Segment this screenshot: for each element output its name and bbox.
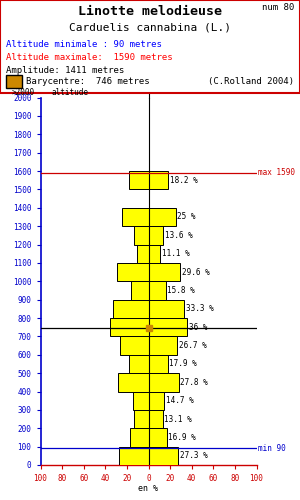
Bar <box>112 300 184 318</box>
Text: 26.7 %: 26.7 % <box>179 341 207 350</box>
Bar <box>119 446 178 465</box>
Text: 36 %: 36 % <box>189 322 208 332</box>
Text: num 80: num 80 <box>262 3 294 12</box>
Bar <box>134 410 163 428</box>
Bar <box>120 336 177 355</box>
Bar <box>116 263 181 281</box>
Text: 11.1 %: 11.1 % <box>162 249 190 258</box>
Text: >2000: >2000 <box>11 88 35 97</box>
Bar <box>129 355 168 373</box>
Text: 17.9 %: 17.9 % <box>169 360 197 368</box>
Bar <box>122 208 176 226</box>
Bar <box>136 244 160 263</box>
Bar <box>118 373 178 392</box>
Bar <box>130 428 167 446</box>
Text: 13.6 %: 13.6 % <box>165 231 193 240</box>
Text: Amplitude: 1411 metres: Amplitude: 1411 metres <box>6 66 124 74</box>
Text: Linotte melodieuse: Linotte melodieuse <box>78 4 222 18</box>
Bar <box>129 171 168 190</box>
Text: 25 %: 25 % <box>177 212 196 222</box>
Text: Barycentre:  746 metres: Barycentre: 746 metres <box>26 77 149 86</box>
Text: 13.1 %: 13.1 % <box>164 414 192 424</box>
Text: (C.Rolland 2004): (C.Rolland 2004) <box>208 77 294 86</box>
Text: min 90: min 90 <box>258 444 285 453</box>
Bar <box>110 318 188 336</box>
Text: 27.3 %: 27.3 % <box>180 452 207 460</box>
Text: 33.3 %: 33.3 % <box>186 304 214 314</box>
Bar <box>131 281 166 299</box>
Text: 16.9 %: 16.9 % <box>168 433 196 442</box>
Text: 29.6 %: 29.6 % <box>182 268 210 276</box>
Text: 18.2 %: 18.2 % <box>170 176 197 184</box>
Text: 14.7 %: 14.7 % <box>166 396 194 405</box>
Bar <box>134 226 163 244</box>
Bar <box>133 392 164 410</box>
Bar <box>6 75 22 88</box>
Text: 27.8 %: 27.8 % <box>180 378 208 387</box>
X-axis label: en %: en % <box>139 484 158 494</box>
Text: Carduelis cannabina (L.): Carduelis cannabina (L.) <box>69 22 231 32</box>
Text: Altitude minimale : 90 metres: Altitude minimale : 90 metres <box>6 40 162 49</box>
Text: 15.8 %: 15.8 % <box>167 286 195 295</box>
Text: max 1590: max 1590 <box>258 168 295 177</box>
Text: Altitude maximale:  1590 metres: Altitude maximale: 1590 metres <box>6 52 172 62</box>
Text: altitude: altitude <box>51 88 88 97</box>
